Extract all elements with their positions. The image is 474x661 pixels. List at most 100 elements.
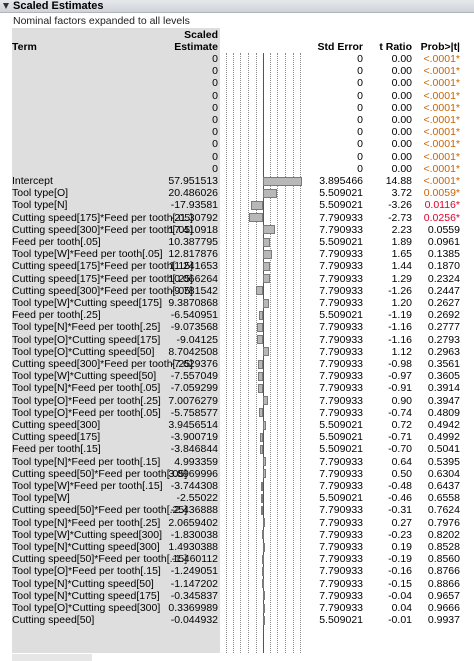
- table-row[interactable]: Tool type[N]*Cutting speed[175] -0.345837…: [12, 590, 460, 602]
- panel-title[interactable]: Scaled Estimates: [13, 0, 104, 12]
- table-row[interactable]: Tool type[W] -2.55022 5.509021 -0.46 0.6558: [12, 492, 460, 504]
- term-cell: Tool type[O]*Cutting speed[175]: [12, 333, 161, 346]
- table-row[interactable]: 0 0 0.00 <.0001*: [12, 102, 460, 114]
- estimate-cell: -1.830038: [170, 528, 218, 541]
- table-row[interactable]: Cutting speed[175]*Feed per tooth[.25] 10…: [12, 273, 460, 285]
- std-error-cell: 5.509021: [319, 419, 363, 431]
- table-row[interactable]: Cutting speed[300]*Feed per tooth[.05] -9…: [12, 285, 460, 297]
- prob-cell: 0.7976: [427, 516, 460, 529]
- column-header-term[interactable]: Term: [12, 41, 37, 53]
- std-error-cell: 7.790933: [319, 248, 363, 261]
- table-row[interactable]: Feed per tooth[.05] 10.387795 5.509021 1.89…: [12, 236, 460, 248]
- table-row[interactable]: Tool type[W]*Feed per tooth[.05] 12.81787…: [12, 248, 460, 260]
- table-row[interactable]: Cutting speed[300]*Feed per tooth[.05] 17…: [12, 224, 460, 236]
- table-row[interactable]: Tool type[N]*Feed per tooth[.05] -7.05929…: [12, 382, 460, 394]
- term-cell: Tool type[O]*Cutting speed[50]: [12, 345, 155, 358]
- table-row[interactable]: Cutting speed[300]*Feed per tooth[.25] -7…: [12, 358, 460, 370]
- table-row[interactable]: 0 0 0.00 <.0001*: [12, 138, 460, 150]
- table-row[interactable]: Tool type[W]*Feed per tooth[.15] -3.74430…: [12, 480, 460, 492]
- table-row[interactable]: Cutting speed[50]*Feed per tooth[.15] -1.…: [12, 553, 460, 565]
- t-ratio-cell: 1.44: [391, 260, 412, 273]
- column-header-std-error[interactable]: Std Error: [317, 41, 363, 53]
- estimate-cell: -3.846844: [170, 443, 218, 456]
- table-row[interactable]: Tool type[W]*Cutting speed[175] 9.3870868…: [12, 297, 460, 309]
- table-row[interactable]: Tool type[O]*Feed per tooth[.05] -5.75857…: [12, 407, 460, 419]
- table-row[interactable]: 0 0 0.00 <.0001*: [12, 90, 460, 102]
- table-row[interactable]: Feed per tooth[.15] -3.846844 5.509021 -0.7…: [12, 443, 460, 455]
- table-row[interactable]: Tool type[N]*Cutting speed[50] -1.147202 7…: [12, 578, 460, 590]
- table-row[interactable]: Tool type[O]*Cutting speed[175] -9.04125 7…: [12, 334, 460, 346]
- t-ratio-cell: -0.19: [388, 553, 412, 566]
- std-error-cell: 7.790933: [319, 589, 363, 602]
- estimate-bar: [263, 542, 265, 552]
- table-row[interactable]: Tool type[W]*Cutting speed[50] -7.557049 7…: [12, 370, 460, 382]
- table-row[interactable]: Feed per tooth[.25] -6.540951 5.509021 -1.1…: [12, 309, 460, 321]
- table-row[interactable]: Tool type[O]*Cutting speed[300] 0.3369989…: [12, 602, 460, 614]
- t-ratio-cell: -0.48: [388, 480, 412, 492]
- table-row[interactable]: 0 0 0.00 <.0001*: [12, 126, 460, 138]
- table-row[interactable]: 0 0 0.00 <.0001*: [12, 65, 460, 77]
- table-row[interactable]: Cutting speed[175] -3.900719 5.509021 -0.71…: [12, 431, 460, 443]
- t-ratio-cell: -2.73: [388, 211, 412, 224]
- prob-cell: 0.8866: [427, 577, 460, 590]
- table-row[interactable]: 0 0 0.00 <.0001*: [12, 163, 460, 175]
- table-row[interactable]: Cutting speed[50] -0.044932 5.509021 -0.01 0…: [12, 614, 460, 626]
- table-row[interactable]: Tool type[W]*Cutting speed[300] -1.830038…: [12, 529, 460, 541]
- table-row[interactable]: 0 0 0.00 <.0001*: [12, 77, 460, 89]
- term-cell: Feed per tooth[.05]: [12, 236, 101, 248]
- estimate-cell: 0: [212, 53, 218, 65]
- t-ratio-cell: 0.72: [391, 419, 412, 431]
- table-row[interactable]: Tool type[O]*Cutting speed[50] 8.7042508 7…: [12, 346, 460, 358]
- table-row[interactable]: Cutting speed[50]*Feed per tooth[.05] 3.8…: [12, 468, 460, 480]
- term-cell: Feed per tooth[.25]: [12, 309, 101, 322]
- std-error-cell: 0: [357, 126, 363, 139]
- table-row[interactable]: Tool type[N] -17.93581 5.509021 -3.26 0.0116…: [12, 199, 460, 211]
- table-row[interactable]: Tool type[O]*Feed per tooth[.15] -1.24905…: [12, 565, 460, 577]
- prob-cell: 0.4809: [427, 406, 460, 419]
- estimate-cell: 9.3870868: [168, 297, 218, 309]
- table-row[interactable]: Intercept 57.951513 3.895466 14.88 <.0001*: [12, 175, 460, 187]
- gridline: [270, 53, 271, 653]
- column-header-estimate-line1[interactable]: Scaled: [184, 29, 218, 41]
- gridline: [285, 53, 286, 653]
- table-row[interactable]: Cutting speed[175]*Feed per tooth[.15] 11…: [12, 260, 460, 272]
- std-error-cell: 0: [357, 114, 363, 126]
- estimate-cell: -0.345837: [170, 589, 218, 602]
- estimate-cell: 57.951513: [168, 175, 218, 187]
- column-header-estimate-line2[interactable]: Estimate: [174, 41, 218, 53]
- table-row[interactable]: Tool type[O] 20.486026 5.509021 3.72 0.0059*: [12, 187, 460, 199]
- t-ratio-cell: 1.89: [391, 236, 412, 248]
- prob-cell: 0.9666: [427, 602, 460, 614]
- gridline: [248, 53, 249, 653]
- table-row[interactable]: Cutting speed[175]*Feed per tooth[.05] -2…: [12, 212, 460, 224]
- prob-cell: 0.9657: [427, 589, 460, 602]
- std-error-cell: 0: [357, 65, 363, 78]
- estimate-cell: -9.781542: [170, 284, 218, 297]
- term-cell: Tool type[W]*Cutting speed[300]: [12, 528, 163, 541]
- estimate-bar: [256, 335, 263, 345]
- table-row[interactable]: Tool type[N]*Feed per tooth[.25] 2.065940…: [12, 517, 460, 529]
- disclosure-triangle-icon[interactable]: [3, 3, 9, 9]
- table-row[interactable]: Tool type[O]*Feed per tooth[.25] 7.007627…: [12, 395, 460, 407]
- table-row[interactable]: 0 0 0.00 <.0001*: [12, 53, 460, 65]
- std-error-cell: 5.509021: [319, 614, 363, 627]
- prob-cell: 0.9937: [427, 614, 460, 627]
- prob-cell: <.0001*: [423, 53, 461, 65]
- estimate-cell: 1.4930388: [168, 541, 218, 553]
- t-ratio-cell: 0.00: [391, 101, 412, 114]
- estimate-bar: [263, 237, 270, 247]
- table-row[interactable]: Tool type[N]*Cutting speed[300] 1.4930388…: [12, 541, 460, 553]
- std-error-cell: 0: [357, 77, 363, 90]
- table-row[interactable]: Tool type[N]*Feed per tooth[.15] 4.993359…: [12, 456, 460, 468]
- estimate-bar: [258, 310, 263, 320]
- column-header-t-ratio[interactable]: t Ratio: [379, 41, 412, 53]
- column-header-prob[interactable]: Prob>|t|: [420, 41, 460, 53]
- estimate-bar: [262, 591, 265, 601]
- table-row[interactable]: Cutting speed[50]*Feed per tooth[.25] -2.…: [12, 504, 460, 516]
- table-row[interactable]: Tool type[N]*Feed per tooth[.25] -9.07356…: [12, 321, 460, 333]
- table-row[interactable]: 0 0 0.00 <.0001*: [12, 151, 460, 163]
- t-ratio-cell: 0.00: [391, 53, 412, 65]
- table-row[interactable]: Cutting speed[300] 3.9456514 5.509021 0.72 0…: [12, 419, 460, 431]
- table-row[interactable]: 0 0 0.00 <.0001*: [12, 114, 460, 126]
- prob-cell: <.0001*: [423, 138, 461, 151]
